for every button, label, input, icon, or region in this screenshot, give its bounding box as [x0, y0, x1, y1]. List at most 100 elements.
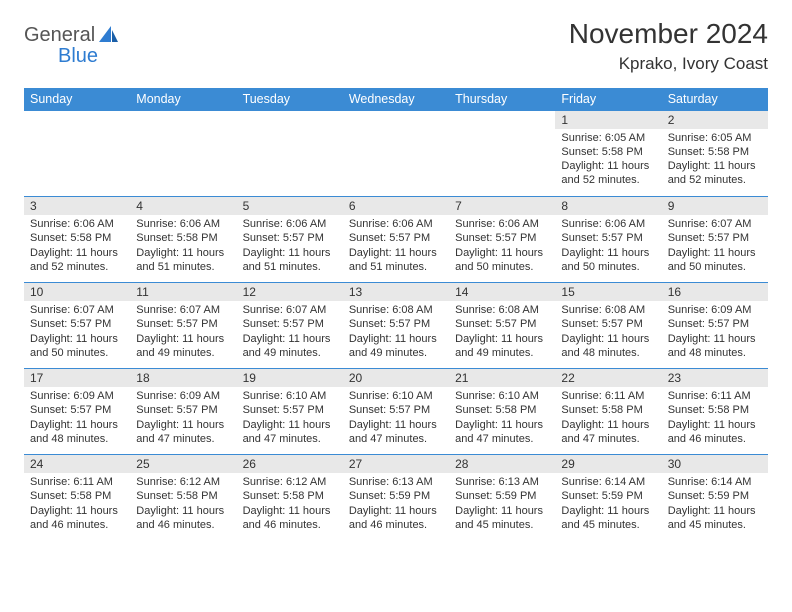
day-number: 1 — [555, 111, 661, 129]
location: Kprako, Ivory Coast — [569, 54, 768, 74]
calendar-table: Sunday Monday Tuesday Wednesday Thursday… — [24, 88, 768, 541]
day-text: Sunrise: 6:06 AMSunset: 5:57 PMDaylight:… — [449, 215, 555, 278]
day-text: Sunrise: 6:05 AMSunset: 5:58 PMDaylight:… — [555, 129, 661, 192]
calendar-day-cell: 26Sunrise: 6:12 AMSunset: 5:58 PMDayligh… — [237, 455, 343, 541]
day-text: Sunrise: 6:06 AMSunset: 5:58 PMDaylight:… — [24, 215, 130, 278]
calendar-day-cell: 20Sunrise: 6:10 AMSunset: 5:57 PMDayligh… — [343, 369, 449, 455]
day-text: Sunrise: 6:13 AMSunset: 5:59 PMDaylight:… — [343, 473, 449, 536]
day-number: 20 — [343, 369, 449, 387]
day-number: 8 — [555, 197, 661, 215]
day-number: 17 — [24, 369, 130, 387]
day-text: Sunrise: 6:09 AMSunset: 5:57 PMDaylight:… — [662, 301, 768, 364]
calendar-header-row: Sunday Monday Tuesday Wednesday Thursday… — [24, 88, 768, 111]
calendar-day-cell — [449, 111, 555, 197]
weekday-header: Monday — [130, 88, 236, 111]
calendar-day-cell: 14Sunrise: 6:08 AMSunset: 5:57 PMDayligh… — [449, 283, 555, 369]
day-text: Sunrise: 6:11 AMSunset: 5:58 PMDaylight:… — [24, 473, 130, 536]
day-number: 26 — [237, 455, 343, 473]
day-number: 3 — [24, 197, 130, 215]
calendar-day-cell: 2Sunrise: 6:05 AMSunset: 5:58 PMDaylight… — [662, 111, 768, 197]
calendar-day-cell: 16Sunrise: 6:09 AMSunset: 5:57 PMDayligh… — [662, 283, 768, 369]
logo-line1: General — [24, 24, 95, 46]
day-number: 13 — [343, 283, 449, 301]
day-text: Sunrise: 6:06 AMSunset: 5:57 PMDaylight:… — [555, 215, 661, 278]
calendar-week-row: 1Sunrise: 6:05 AMSunset: 5:58 PMDaylight… — [24, 111, 768, 197]
calendar-day-cell: 27Sunrise: 6:13 AMSunset: 5:59 PMDayligh… — [343, 455, 449, 541]
calendar-day-cell: 29Sunrise: 6:14 AMSunset: 5:59 PMDayligh… — [555, 455, 661, 541]
day-text: Sunrise: 6:10 AMSunset: 5:58 PMDaylight:… — [449, 387, 555, 450]
weekday-header: Thursday — [449, 88, 555, 111]
calendar-day-cell: 30Sunrise: 6:14 AMSunset: 5:59 PMDayligh… — [662, 455, 768, 541]
calendar-day-cell: 22Sunrise: 6:11 AMSunset: 5:58 PMDayligh… — [555, 369, 661, 455]
day-number: 14 — [449, 283, 555, 301]
day-number: 4 — [130, 197, 236, 215]
day-text: Sunrise: 6:08 AMSunset: 5:57 PMDaylight:… — [343, 301, 449, 364]
day-number: 22 — [555, 369, 661, 387]
calendar-day-cell: 28Sunrise: 6:13 AMSunset: 5:59 PMDayligh… — [449, 455, 555, 541]
calendar-day-cell: 10Sunrise: 6:07 AMSunset: 5:57 PMDayligh… — [24, 283, 130, 369]
logo: General Blue — [24, 18, 119, 68]
calendar-day-cell: 7Sunrise: 6:06 AMSunset: 5:57 PMDaylight… — [449, 197, 555, 283]
title-block: November 2024 Kprako, Ivory Coast — [569, 18, 768, 74]
day-text: Sunrise: 6:10 AMSunset: 5:57 PMDaylight:… — [343, 387, 449, 450]
day-text — [24, 115, 130, 121]
weekday-header: Saturday — [662, 88, 768, 111]
weekday-header: Sunday — [24, 88, 130, 111]
day-text: Sunrise: 6:06 AMSunset: 5:57 PMDaylight:… — [343, 215, 449, 278]
day-text: Sunrise: 6:07 AMSunset: 5:57 PMDaylight:… — [237, 301, 343, 364]
day-number: 6 — [343, 197, 449, 215]
calendar-day-cell: 6Sunrise: 6:06 AMSunset: 5:57 PMDaylight… — [343, 197, 449, 283]
weekday-header: Tuesday — [237, 88, 343, 111]
calendar-day-cell: 15Sunrise: 6:08 AMSunset: 5:57 PMDayligh… — [555, 283, 661, 369]
day-number: 24 — [24, 455, 130, 473]
logo-text-wrap: General Blue — [24, 24, 119, 68]
day-number: 12 — [237, 283, 343, 301]
day-number: 15 — [555, 283, 661, 301]
day-number: 27 — [343, 455, 449, 473]
calendar-day-cell: 17Sunrise: 6:09 AMSunset: 5:57 PMDayligh… — [24, 369, 130, 455]
calendar-day-cell: 11Sunrise: 6:07 AMSunset: 5:57 PMDayligh… — [130, 283, 236, 369]
day-text: Sunrise: 6:12 AMSunset: 5:58 PMDaylight:… — [237, 473, 343, 536]
day-number: 23 — [662, 369, 768, 387]
day-text: Sunrise: 6:14 AMSunset: 5:59 PMDaylight:… — [555, 473, 661, 536]
calendar-day-cell: 9Sunrise: 6:07 AMSunset: 5:57 PMDaylight… — [662, 197, 768, 283]
day-text: Sunrise: 6:14 AMSunset: 5:59 PMDaylight:… — [662, 473, 768, 536]
calendar-day-cell — [237, 111, 343, 197]
header: General Blue November 2024 Kprako, Ivory… — [24, 18, 768, 74]
month-title: November 2024 — [569, 18, 768, 50]
day-text: Sunrise: 6:13 AMSunset: 5:59 PMDaylight:… — [449, 473, 555, 536]
day-number: 7 — [449, 197, 555, 215]
calendar-day-cell: 1Sunrise: 6:05 AMSunset: 5:58 PMDaylight… — [555, 111, 661, 197]
calendar-week-row: 10Sunrise: 6:07 AMSunset: 5:57 PMDayligh… — [24, 283, 768, 369]
calendar-day-cell: 4Sunrise: 6:06 AMSunset: 5:58 PMDaylight… — [130, 197, 236, 283]
day-number: 29 — [555, 455, 661, 473]
calendar-week-row: 24Sunrise: 6:11 AMSunset: 5:58 PMDayligh… — [24, 455, 768, 541]
calendar-day-cell: 21Sunrise: 6:10 AMSunset: 5:58 PMDayligh… — [449, 369, 555, 455]
day-number: 25 — [130, 455, 236, 473]
weekday-header: Wednesday — [343, 88, 449, 111]
calendar-day-cell: 18Sunrise: 6:09 AMSunset: 5:57 PMDayligh… — [130, 369, 236, 455]
day-text: Sunrise: 6:10 AMSunset: 5:57 PMDaylight:… — [237, 387, 343, 450]
day-text: Sunrise: 6:06 AMSunset: 5:57 PMDaylight:… — [237, 215, 343, 278]
logo-line2: Blue — [58, 45, 119, 68]
day-number: 11 — [130, 283, 236, 301]
calendar-day-cell: 23Sunrise: 6:11 AMSunset: 5:58 PMDayligh… — [662, 369, 768, 455]
day-number: 30 — [662, 455, 768, 473]
calendar-day-cell: 5Sunrise: 6:06 AMSunset: 5:57 PMDaylight… — [237, 197, 343, 283]
day-number: 16 — [662, 283, 768, 301]
day-text: Sunrise: 6:11 AMSunset: 5:58 PMDaylight:… — [555, 387, 661, 450]
calendar-page: General Blue November 2024 Kprako, Ivory… — [0, 0, 792, 561]
day-text — [237, 115, 343, 121]
day-text: Sunrise: 6:12 AMSunset: 5:58 PMDaylight:… — [130, 473, 236, 536]
calendar-day-cell: 24Sunrise: 6:11 AMSunset: 5:58 PMDayligh… — [24, 455, 130, 541]
day-text: Sunrise: 6:09 AMSunset: 5:57 PMDaylight:… — [130, 387, 236, 450]
calendar-day-cell — [24, 111, 130, 197]
day-number: 19 — [237, 369, 343, 387]
weekday-header: Friday — [555, 88, 661, 111]
calendar-day-cell: 25Sunrise: 6:12 AMSunset: 5:58 PMDayligh… — [130, 455, 236, 541]
day-text — [130, 115, 236, 121]
calendar-week-row: 3Sunrise: 6:06 AMSunset: 5:58 PMDaylight… — [24, 197, 768, 283]
day-number: 9 — [662, 197, 768, 215]
day-text: Sunrise: 6:09 AMSunset: 5:57 PMDaylight:… — [24, 387, 130, 450]
calendar-day-cell: 19Sunrise: 6:10 AMSunset: 5:57 PMDayligh… — [237, 369, 343, 455]
